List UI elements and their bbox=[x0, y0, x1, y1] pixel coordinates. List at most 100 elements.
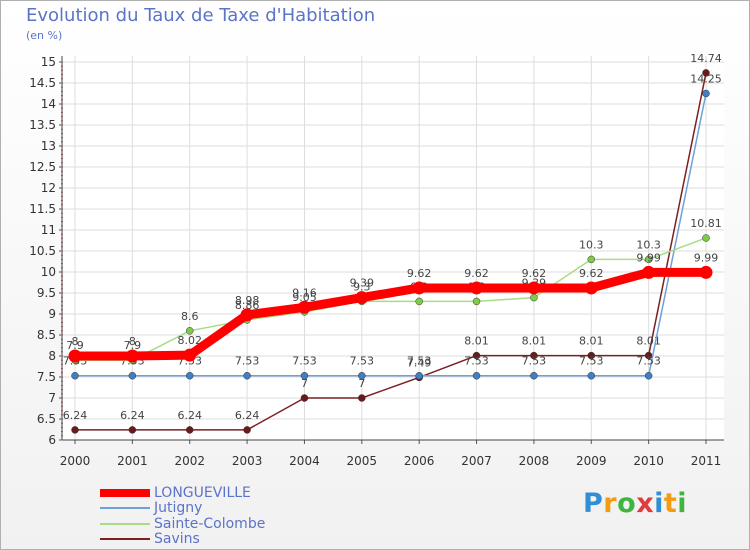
data-point-longueville bbox=[125, 349, 139, 363]
data-label-sainte-colombe: 9.05 bbox=[292, 291, 317, 304]
data-point-savins bbox=[300, 394, 309, 402]
data-label-sainte-colombe: 10.81 bbox=[690, 217, 722, 230]
x-tick-label: 2008 bbox=[519, 454, 550, 468]
data-point-sainte-colombe bbox=[185, 327, 194, 335]
legend-swatch bbox=[100, 489, 150, 497]
data-label-longueville: 9.99 bbox=[636, 251, 661, 264]
plot-area bbox=[62, 56, 724, 440]
y-tick-label: 11.5 bbox=[29, 202, 56, 216]
data-point-savins bbox=[243, 426, 251, 434]
data-point-jutigny bbox=[702, 89, 710, 98]
data-label-jutigny: 7.53 bbox=[579, 355, 604, 368]
legend-label: LONGUEVILLE bbox=[154, 485, 251, 501]
y-tick-label: 10.5 bbox=[29, 244, 56, 258]
data-label-longueville: 9.16 bbox=[292, 286, 317, 299]
data-point-sainte-colombe bbox=[587, 255, 596, 264]
data-label-longueville: 8.02 bbox=[177, 334, 202, 347]
series-line-jutigny bbox=[75, 93, 707, 377]
data-point-jutigny bbox=[644, 371, 653, 380]
data-label-savins: 7 bbox=[301, 377, 308, 390]
data-label-savins: 8.01 bbox=[579, 335, 604, 348]
x-tick-label: 2004 bbox=[289, 454, 320, 468]
data-point-longueville bbox=[412, 281, 426, 295]
data-point-jutigny bbox=[128, 371, 137, 380]
data-point-jutigny bbox=[185, 371, 194, 380]
data-label-longueville: 9.62 bbox=[522, 267, 547, 280]
data-point-jutigny bbox=[300, 371, 309, 380]
data-point-jutigny bbox=[71, 371, 79, 380]
series-line-sainte-colombe bbox=[75, 237, 707, 361]
data-label-longueville: 8.98 bbox=[235, 294, 260, 307]
data-label-longueville: 9.99 bbox=[694, 251, 719, 264]
series-line-savins bbox=[75, 72, 707, 431]
data-point-savins bbox=[702, 69, 710, 77]
data-point-jutigny bbox=[243, 371, 251, 380]
data-point-sainte-colombe bbox=[415, 297, 423, 306]
y-tick-label: 6.5 bbox=[37, 412, 56, 426]
data-label-longueville: 9.62 bbox=[407, 267, 432, 280]
logo-letter: x bbox=[636, 488, 655, 519]
y-tick-label: 7 bbox=[48, 391, 56, 405]
data-point-longueville bbox=[584, 281, 598, 295]
data-point-longueville bbox=[527, 281, 541, 295]
chart-title: Evolution du Taux de Taxe d'Habitation bbox=[26, 5, 376, 26]
data-point-longueville bbox=[297, 300, 311, 314]
x-tick-label: 2007 bbox=[461, 454, 492, 468]
x-tick-label: 2005 bbox=[347, 454, 378, 468]
data-label-jutigny: 7.53 bbox=[407, 355, 432, 368]
data-point-jutigny bbox=[358, 371, 366, 380]
data-label-jutigny: 7.53 bbox=[350, 355, 375, 368]
y-tick-label: 11 bbox=[41, 223, 56, 237]
data-point-jutigny bbox=[472, 371, 481, 380]
data-point-longueville bbox=[470, 281, 484, 295]
logo-letter: i bbox=[677, 488, 688, 519]
data-label-jutigny: 7.53 bbox=[636, 355, 661, 368]
data-point-longueville bbox=[68, 349, 82, 363]
legend-swatch bbox=[100, 507, 150, 509]
data-label-savins: 14.74 bbox=[690, 52, 722, 65]
data-point-longueville bbox=[183, 348, 197, 362]
data-label-jutigny: 7.53 bbox=[522, 355, 547, 368]
y-tick-label: 14 bbox=[41, 97, 56, 111]
legend-item-jutigny: Jutigny bbox=[100, 500, 202, 516]
x-tick-label: 2011 bbox=[691, 454, 722, 468]
data-point-sainte-colombe bbox=[702, 234, 710, 242]
data-label-sainte-colombe: 8.6 bbox=[181, 310, 199, 323]
data-label-sainte-colombe: 10.3 bbox=[636, 238, 661, 251]
data-label-longueville: 8 bbox=[72, 335, 79, 348]
data-label-sainte-colombe: 8.86 bbox=[235, 299, 260, 312]
y-tick-label: 8 bbox=[48, 349, 56, 363]
y-tick-label: 8.5 bbox=[37, 328, 56, 342]
x-tick-label: 2006 bbox=[404, 454, 435, 468]
data-point-sainte-colombe bbox=[472, 297, 481, 306]
data-label-savins: 6.24 bbox=[63, 409, 88, 422]
y-tick-label: 7.5 bbox=[37, 370, 56, 384]
data-label-jutigny: 14.25 bbox=[690, 73, 722, 86]
data-label-savins: 6.24 bbox=[177, 409, 202, 422]
x-tick-label: 2009 bbox=[576, 454, 607, 468]
data-label-sainte-colombe: 7.9 bbox=[66, 339, 84, 352]
data-label-longueville: 9.62 bbox=[579, 267, 604, 280]
logo-letter: t bbox=[663, 488, 678, 519]
y-tick-label: 10 bbox=[41, 265, 56, 279]
data-point-sainte-colombe bbox=[644, 255, 653, 264]
x-tick-label: 2000 bbox=[60, 454, 91, 468]
data-point-savins bbox=[358, 394, 366, 402]
data-label-sainte-colombe: 10.3 bbox=[579, 238, 604, 251]
data-point-sainte-colombe bbox=[530, 293, 538, 302]
legend-swatch bbox=[100, 538, 150, 540]
logo-letter: o bbox=[617, 488, 637, 519]
data-label-savins: 6.24 bbox=[120, 409, 145, 422]
legend-swatch bbox=[100, 523, 150, 525]
y-tick-label: 9.5 bbox=[37, 286, 56, 300]
data-point-savins bbox=[472, 351, 481, 360]
data-point-longueville bbox=[355, 291, 369, 305]
y-axis-unit-label: (en %) bbox=[26, 29, 63, 42]
logo-letter: i bbox=[654, 488, 664, 519]
y-tick-label: 14.5 bbox=[29, 76, 56, 90]
data-label-longueville: 8 bbox=[129, 335, 136, 348]
data-label-savins: 8.01 bbox=[464, 335, 489, 348]
x-tick-label: 2003 bbox=[232, 454, 263, 468]
data-point-savins bbox=[71, 426, 79, 434]
